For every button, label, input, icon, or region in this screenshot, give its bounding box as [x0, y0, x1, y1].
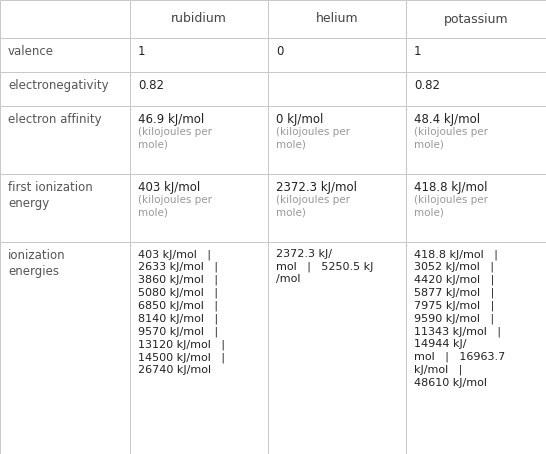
- Bar: [268, 38, 406, 72]
- Text: valence: valence: [8, 45, 54, 58]
- Bar: [0, 72, 130, 106]
- Text: (kilojoules per
mole): (kilojoules per mole): [138, 127, 212, 150]
- Bar: [268, 242, 406, 454]
- Bar: [130, 174, 268, 242]
- Text: helium: helium: [316, 13, 358, 25]
- Text: electronegativity: electronegativity: [8, 79, 109, 92]
- Bar: [130, 106, 268, 174]
- Bar: [406, 106, 546, 174]
- Bar: [130, 0, 268, 38]
- Text: 1: 1: [414, 45, 422, 58]
- Bar: [268, 72, 406, 106]
- Text: 418.8 kJ/mol: 418.8 kJ/mol: [414, 181, 488, 194]
- Bar: [268, 174, 406, 242]
- Bar: [406, 242, 546, 454]
- Text: (kilojoules per
mole): (kilojoules per mole): [414, 195, 488, 218]
- Bar: [406, 0, 546, 38]
- Bar: [406, 72, 546, 106]
- Text: (kilojoules per
mole): (kilojoules per mole): [276, 195, 350, 218]
- Bar: [406, 174, 546, 242]
- Text: first ionization
energy: first ionization energy: [8, 181, 93, 211]
- Text: 403 kJ/mol: 403 kJ/mol: [138, 181, 200, 194]
- Bar: [130, 38, 268, 72]
- Bar: [268, 0, 406, 38]
- Text: 2372.3 kJ/
mol   |   5250.5 kJ
/mol: 2372.3 kJ/ mol | 5250.5 kJ /mol: [276, 249, 373, 284]
- Bar: [130, 242, 268, 454]
- Text: 403 kJ/mol   |
2633 kJ/mol   |
3860 kJ/mol   |
5080 kJ/mol   |
6850 kJ/mol   |
8: 403 kJ/mol | 2633 kJ/mol | 3860 kJ/mol |…: [138, 249, 225, 375]
- Text: electron affinity: electron affinity: [8, 113, 102, 126]
- Bar: [0, 106, 130, 174]
- Text: 46.9 kJ/mol: 46.9 kJ/mol: [138, 113, 204, 126]
- Bar: [0, 174, 130, 242]
- Text: 0.82: 0.82: [138, 79, 164, 92]
- Bar: [406, 38, 546, 72]
- Text: potassium: potassium: [444, 13, 508, 25]
- Text: rubidium: rubidium: [171, 13, 227, 25]
- Text: (kilojoules per
mole): (kilojoules per mole): [276, 127, 350, 150]
- Text: 2372.3 kJ/mol: 2372.3 kJ/mol: [276, 181, 357, 194]
- Text: 0: 0: [276, 45, 283, 58]
- Text: 0.82: 0.82: [414, 79, 440, 92]
- Text: (kilojoules per
mole): (kilojoules per mole): [414, 127, 488, 150]
- Bar: [0, 242, 130, 454]
- Bar: [130, 72, 268, 106]
- Text: 0 kJ/mol: 0 kJ/mol: [276, 113, 323, 126]
- Bar: [268, 106, 406, 174]
- Text: 418.8 kJ/mol   |
3052 kJ/mol   |
4420 kJ/mol   |
5877 kJ/mol   |
7975 kJ/mol   |: 418.8 kJ/mol | 3052 kJ/mol | 4420 kJ/mol…: [414, 249, 505, 388]
- Text: 1: 1: [138, 45, 145, 58]
- Text: ionization
energies: ionization energies: [8, 249, 66, 278]
- Text: (kilojoules per
mole): (kilojoules per mole): [138, 195, 212, 218]
- Bar: [0, 0, 130, 38]
- Bar: [0, 38, 130, 72]
- Text: 48.4 kJ/mol: 48.4 kJ/mol: [414, 113, 480, 126]
